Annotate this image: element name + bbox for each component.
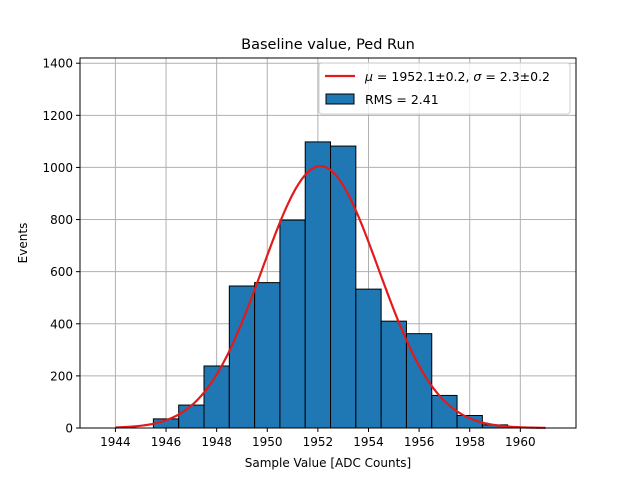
y-tick-label: 200 xyxy=(50,369,73,383)
histogram-bar xyxy=(304,141,332,429)
gaussian-fit-line xyxy=(115,165,546,429)
x-tick-label: 1960 xyxy=(505,435,536,449)
histogram-bar xyxy=(355,288,382,429)
x-axis-ticks: 1944 1946 1948 1950 1952 1954 1956 1958 1960 xyxy=(100,428,536,449)
legend-sigma-symbol: σ xyxy=(473,69,482,84)
legend-box xyxy=(318,62,571,115)
y-tick-label: 400 xyxy=(50,317,73,331)
histogram-bar xyxy=(330,145,357,429)
y-axis-ticks: 0 200 400 600 800 1000 1200 1400 xyxy=(42,57,80,436)
histogram-bar xyxy=(380,320,407,429)
legend-mu-symbol: μ xyxy=(364,69,373,84)
x-tick-label: 1954 xyxy=(353,435,384,449)
plot-frame xyxy=(79,57,577,429)
legend-histogram-swatch xyxy=(325,93,355,105)
chart-title: Baseline value, Ped Run xyxy=(241,37,415,53)
legend-histogram-label: RMS = 2.41 xyxy=(365,92,439,107)
y-axis-label: Events xyxy=(16,223,30,264)
legend-fit-label: μ = 1952.1±0.2, σ = 2.3±0.2 xyxy=(364,69,550,84)
x-tick-label: 1944 xyxy=(100,435,131,449)
x-tick-label: 1946 xyxy=(151,435,182,449)
x-tick-label: 1958 xyxy=(454,435,485,449)
histogram-bar xyxy=(178,404,205,429)
x-tick-label: 1948 xyxy=(201,435,232,449)
x-tick-label: 1952 xyxy=(303,435,334,449)
histogram-bar xyxy=(279,219,306,429)
y-tick-label: 1200 xyxy=(42,109,73,123)
legend: μ = 1952.1±0.2, σ = 2.3±0.2 RMS = 2.41 xyxy=(318,62,571,115)
legend-sigma-value: = 2.3±0.2 xyxy=(481,69,550,84)
x-tick-label: 1956 xyxy=(404,435,435,449)
legend-mu-value: = 1952.1±0.2, xyxy=(373,69,473,84)
y-tick-label: 0 xyxy=(65,422,73,436)
y-tick-label: 1000 xyxy=(42,161,73,175)
x-axis-label: Sample Value [ADC Counts] xyxy=(245,456,411,470)
y-tick-label: 1400 xyxy=(42,57,73,71)
y-tick-label: 800 xyxy=(50,213,73,227)
y-tick-label: 600 xyxy=(50,265,73,279)
histogram-bar xyxy=(228,285,256,429)
histogram-bars xyxy=(152,141,509,429)
x-tick-label: 1950 xyxy=(252,435,283,449)
histogram-bar xyxy=(254,282,281,429)
